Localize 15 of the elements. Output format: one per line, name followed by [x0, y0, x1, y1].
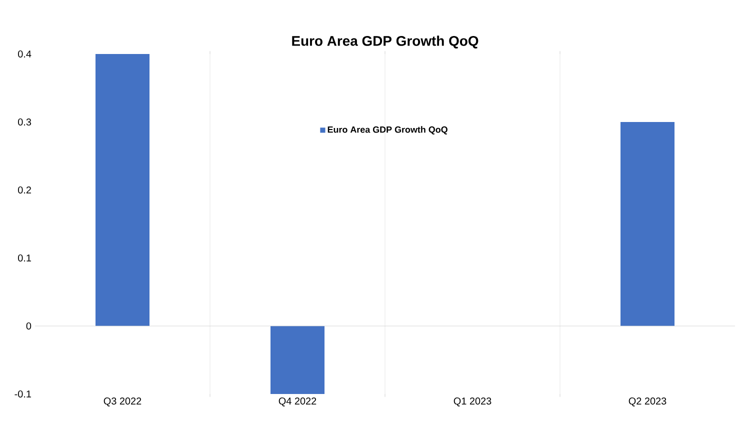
bar	[270, 326, 325, 394]
x-tick-label: Q4 2022	[278, 398, 316, 406]
y-tick-label: 0	[26, 322, 32, 330]
legend-label: Euro Area GDP Growth QoQ	[328, 126, 448, 134]
x-tick-label: Q2 2023	[628, 398, 666, 406]
x-tick-label: Q1 2023	[454, 398, 492, 406]
bar	[96, 54, 150, 326]
x-tick-label: Q3 2022	[104, 398, 142, 406]
bar	[620, 122, 675, 326]
y-tick-label: 0.1	[18, 254, 31, 262]
y-tick-label: 0.2	[18, 186, 31, 194]
chart-title: Euro Area GDP Growth QoQ	[292, 36, 478, 48]
y-tick-label: 0.3	[18, 118, 32, 126]
y-tick-label: 0.4	[18, 50, 32, 58]
y-tick-label: -0.1	[14, 390, 31, 398]
